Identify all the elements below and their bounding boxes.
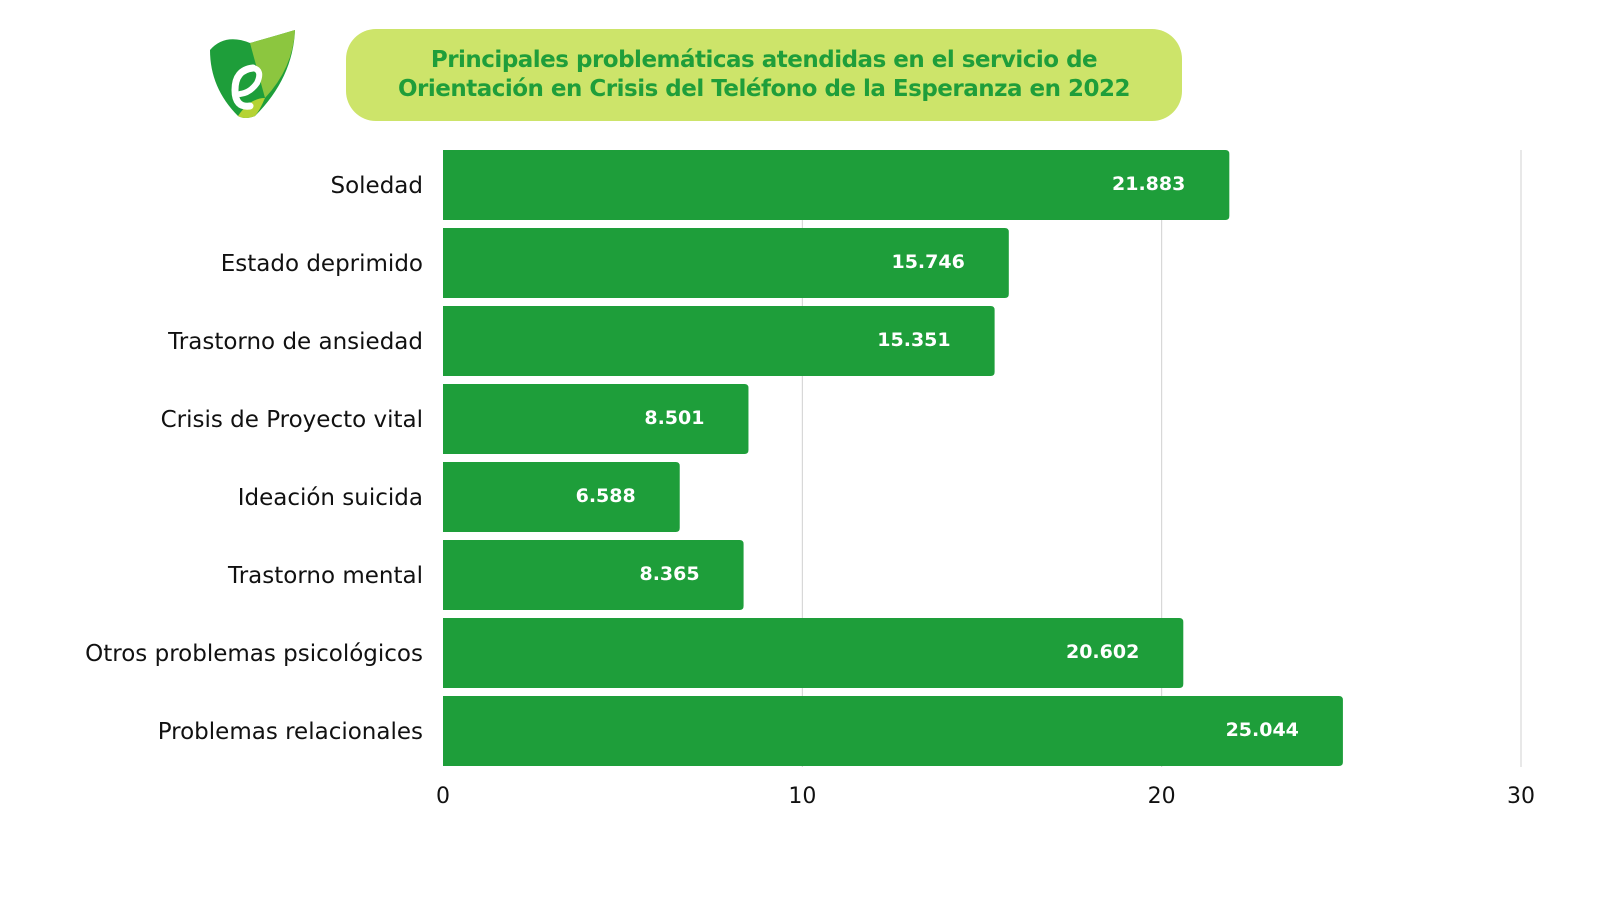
logo <box>205 28 300 124</box>
x-tick-label: 0 <box>436 784 450 809</box>
category-label: Otros problemas psicológicos <box>85 641 423 667</box>
category-label: Trastorno de ansiedad <box>167 329 423 355</box>
bar <box>443 306 995 376</box>
value-label: 6.588 <box>576 485 636 507</box>
category-label: Crisis de Proyecto vital <box>161 407 423 433</box>
value-label: 15.746 <box>891 251 964 273</box>
category-label: Soledad <box>330 173 423 199</box>
value-label: 20.602 <box>1066 641 1139 663</box>
value-label: 25.044 <box>1226 719 1299 741</box>
category-label: Problemas relacionales <box>158 719 423 745</box>
bar <box>443 228 1009 298</box>
title-line-2: Orientación en Crisis del Teléfono de la… <box>397 76 1131 102</box>
bar <box>443 618 1184 688</box>
x-tick-label: 10 <box>788 784 816 809</box>
value-label: 8.501 <box>644 407 704 429</box>
value-label: 21.883 <box>1112 173 1185 195</box>
category-label: Ideación suicida <box>238 485 423 511</box>
chart-title: Principales problemáticas atendidas en e… <box>346 29 1182 121</box>
category-label: Estado deprimido <box>221 251 423 277</box>
bar <box>443 384 749 454</box>
category-label: Trastorno mental <box>227 563 423 589</box>
bar <box>443 696 1343 766</box>
x-tick-label: 30 <box>1507 784 1535 809</box>
value-label: 15.351 <box>877 329 950 351</box>
bar <box>443 540 744 610</box>
title-line-1: Principales problemáticas atendidas en e… <box>430 47 1098 73</box>
bar <box>443 462 680 532</box>
value-label: 8.365 <box>639 563 699 585</box>
x-tick-label: 20 <box>1148 784 1176 809</box>
bar <box>443 150 1230 220</box>
